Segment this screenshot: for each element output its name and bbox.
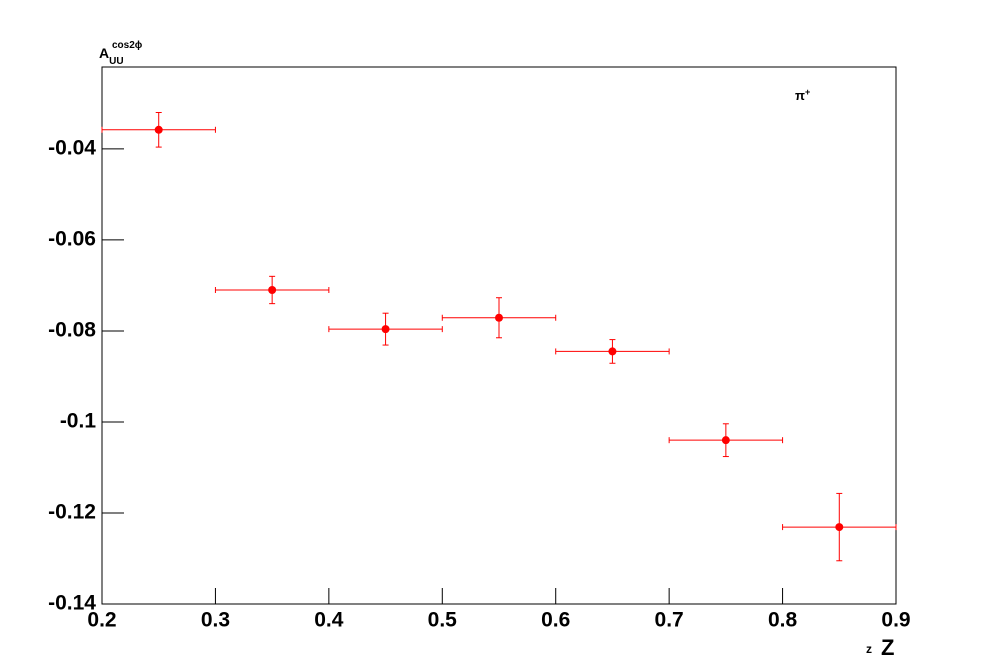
point [268, 285, 277, 294]
y-tick-label: -0.1 [60, 410, 97, 433]
x-tick-label: 0.5 [428, 609, 458, 632]
x-tick-label: 0.7 [655, 609, 684, 632]
point [154, 125, 163, 134]
point [608, 347, 617, 356]
y-tick-label: -0.08 [48, 318, 96, 341]
x-tick-label: 0.2 [87, 609, 116, 632]
point [495, 313, 503, 322]
x-axis-title: Z [881, 635, 894, 660]
point [835, 523, 844, 532]
y-title-sup: cos2ϕ [112, 40, 143, 51]
y-title-base: A [99, 45, 109, 61]
y-axis-title: AUU cos2ϕ [99, 40, 143, 67]
plot-frame [101, 66, 897, 605]
annotation-base: π [795, 88, 805, 103]
y-tick-label: -0.12 [48, 501, 96, 524]
x-tick-label: 0.6 [541, 609, 570, 632]
x-tick-label: 0.3 [201, 609, 230, 632]
annotation-sup: + [805, 87, 810, 97]
y-title-sub: UU [109, 56, 123, 67]
x-tick-label: 0.8 [768, 609, 798, 632]
y-tick-label: -0.14 [48, 592, 96, 615]
x-tick-label: 0.4 [314, 609, 344, 632]
y-tick-label: -0.04 [48, 136, 96, 159]
x-tick-label: 0.9 [881, 609, 910, 632]
annotation: π+ [795, 87, 810, 103]
point [381, 325, 390, 334]
point [721, 436, 730, 445]
y-tick-label: -0.06 [48, 227, 96, 250]
x-axis-title-small: z [866, 642, 872, 656]
